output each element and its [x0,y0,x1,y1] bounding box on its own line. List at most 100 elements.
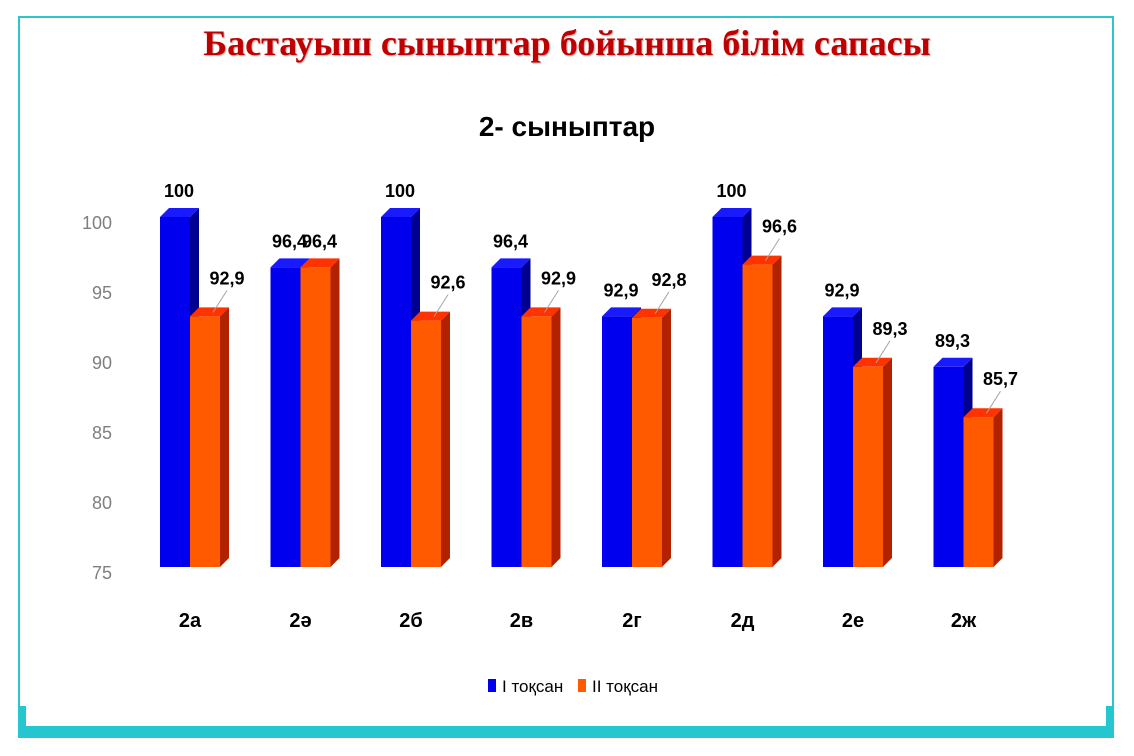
data-label-leader [212,290,228,313]
bars: 10092,996,496,410092,696,492,992,992,810… [160,181,1018,567]
bar-top [491,258,531,268]
bar-top [602,307,641,317]
data-label: 89,3 [872,319,907,339]
bar-side [441,311,450,567]
slide-frame [18,16,1114,730]
category-label: 2ә [289,610,311,632]
data-label: 92,9 [603,280,638,300]
bar-front [381,217,411,567]
bar-front [963,417,994,567]
chart-title: 2- сыныптар [479,111,655,142]
bar-front [602,316,632,567]
bar-2-4 [521,307,561,567]
bar-2-1 [190,307,229,567]
bar-top [270,258,310,268]
data-label: 92,9 [824,280,859,300]
bar-2-2 [300,258,340,567]
bar-top [300,258,340,268]
bar-2-8 [963,408,1003,567]
y-tick-label: 80 [92,493,112,513]
frame-bottom-bar [18,726,1114,738]
bar-side [993,408,1003,567]
data-label: 89,3 [935,331,970,351]
bar-front [712,217,743,567]
bar-front [853,366,883,567]
data-label: 96,6 [762,217,797,237]
bar-front [632,317,662,567]
data-label: 100 [385,181,415,201]
bar-front [521,316,552,567]
bar-2-3 [411,311,450,567]
bar-front [300,267,331,567]
data-label-leader [654,291,670,315]
bar-top [632,308,671,318]
bar-front [190,316,220,567]
y-axis: 75 80 85 90 95 100 [82,213,112,583]
legend-label-series-2: II тоқсан [592,677,658,696]
data-label: 92,9 [541,268,576,288]
bar-top [521,307,561,317]
frame-corner-right [1106,706,1114,730]
data-label: 100 [164,181,194,201]
bar-top [381,208,420,217]
bar-2-7 [853,357,892,567]
data-label: 96,4 [493,231,528,251]
bar-front [742,264,773,567]
data-label-leader [986,390,1001,414]
bar-side [772,255,782,567]
bar-top [742,255,782,265]
data-label: 92,9 [209,268,244,288]
data-label: 100 [716,181,746,201]
bar-top [933,357,973,367]
legend-swatch-series-1 [488,679,496,692]
bar-front [491,267,522,567]
category-label: 2в [510,610,533,632]
category-label: 2б [399,610,422,632]
category-label: 2д [731,610,755,632]
bar-side [883,357,892,567]
bar-front [270,267,301,567]
data-label: 85,7 [983,369,1018,389]
category-labels: 2а 2ә 2б 2в 2г 2д 2е 2ж [179,610,977,632]
slide-title: Бастауыш сыныптар бойынша білім сапасы [203,23,931,63]
bar-side [220,307,229,567]
bar-front [160,217,190,567]
data-label: 92,8 [651,270,686,290]
y-tick-label: 95 [92,283,112,303]
bar-top [823,307,862,317]
frame-corner-left [18,706,26,730]
y-tick-label: 100 [82,213,112,233]
data-label: 96,4 [272,231,307,251]
category-label: 2г [622,610,641,632]
data-label-leader [765,238,780,261]
category-label: 2е [842,610,864,632]
bar-side [662,308,671,567]
bar-side [551,307,561,567]
y-tick-label: 75 [92,563,112,583]
category-label: 2ж [951,610,977,632]
bar-top [160,208,199,217]
bar-front [411,320,441,567]
data-label-leader [433,294,449,317]
bar-top [712,208,752,217]
y-tick-label: 90 [92,353,112,373]
y-tick-label: 85 [92,423,112,443]
bar-top [411,311,450,321]
data-label-leader [544,290,559,313]
legend: I тоқсан II тоқсан [488,677,658,696]
bar-top [963,408,1003,418]
data-label: 96,4 [302,231,337,251]
bar-front [933,366,964,567]
bar-2-6 [742,255,782,567]
bar-side [330,258,340,567]
bar-top [853,357,892,367]
data-label-leader [875,340,891,364]
data-label: 92,6 [430,273,465,293]
bar-front [823,316,853,567]
bar-top [190,307,229,317]
bar-2-5 [632,308,671,567]
legend-label-series-1: I тоқсан [502,677,563,696]
category-label: 2а [179,610,202,632]
legend-swatch-series-2 [578,679,586,692]
